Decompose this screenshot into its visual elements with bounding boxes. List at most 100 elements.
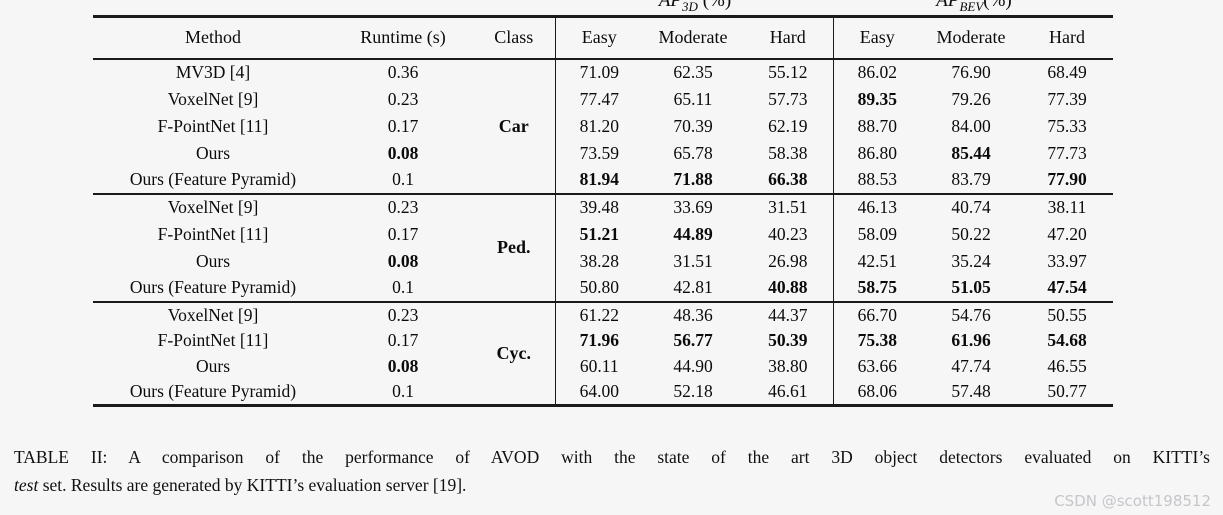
apbev-hard-cell: 47.54	[1047, 277, 1087, 297]
apbev-easy-cell: 66.70	[832, 301, 921, 328]
ap3d-moderate-cell: 44.89	[673, 223, 713, 244]
ap3d-hard-cell: 58.38	[768, 142, 808, 163]
ap3d-moderate-cell: 65.78	[673, 142, 713, 163]
apbev-easy-cell: 58.09	[832, 220, 921, 248]
apbev-unit: (%)	[983, 0, 1012, 11]
table-row: Ours (Feature Pyramid) 0.1 64.00 52.18 4…	[93, 379, 1113, 406]
apbev-hard-cell: 75.33	[1047, 115, 1087, 136]
ap3d-moderate-cell: 42.81	[673, 277, 713, 297]
apbev-moderate-cell: 54.76	[951, 304, 991, 325]
apbev-moderate-cell: 85.44	[951, 142, 991, 163]
ap3d-moderate-cell: 52.18	[673, 381, 713, 402]
col-header-ap3d-hard: Hard	[769, 27, 806, 48]
apbev-moderate-cell: 50.22	[951, 223, 991, 244]
runtime-cell: 0.36	[387, 62, 419, 82]
apbev-moderate-cell: 40.74	[951, 197, 991, 217]
apbev-easy-cell: 68.06	[832, 379, 921, 406]
method-cell: Ours (Feature Pyramid)	[129, 381, 297, 402]
col-header-apbev-moderate: Moderate	[936, 27, 1006, 48]
table-row: Ours 0.08 38.28 31.51 26.98 42.51 35.24 …	[93, 247, 1113, 275]
ap3d-easy-cell: 71.96	[554, 327, 643, 354]
table-row: F-PointNet [11] 0.17 51.21 44.89 40.23 5…	[93, 220, 1113, 248]
ap3d-moderate-cell: 33.69	[673, 197, 713, 217]
ap3d-hard-cell: 66.38	[768, 169, 808, 189]
apbev-easy-cell: 88.70	[832, 112, 921, 140]
table-row: Ours 0.08 60.11 44.90 38.80 63.66 47.74 …	[93, 353, 1113, 380]
apbev-easy-cell: 75.38	[832, 327, 921, 354]
csdn-watermark: CSDN @scott198512	[1054, 492, 1211, 510]
apbev-easy-cell: 63.66	[832, 353, 921, 380]
class-label-cell: Car	[498, 115, 529, 136]
apbev-easy-cell: 88.53	[832, 166, 921, 194]
caption-italic-word: test	[14, 475, 39, 495]
ap3d-hard-cell: 44.37	[768, 304, 808, 325]
apbev-group-header: APBEV(%)	[835, 0, 1113, 14]
apbev-easy-cell: 42.51	[832, 247, 921, 275]
table-caption: TABLE II: A comparison of the performanc…	[14, 443, 1210, 499]
caption-line-2: test set. Results are generated by KITTI…	[14, 471, 1210, 499]
method-cell: Ours	[195, 142, 231, 163]
method-cell: MV3D [4]	[175, 62, 251, 82]
class-label-cell: Cyc.	[496, 342, 532, 363]
section-car: MV3D [4] 0.36 Car 71.09 62.35 55.12 86.0…	[93, 58, 1113, 194]
runtime-cell: 0.23	[387, 88, 419, 109]
table-row: F-PointNet [11] 0.17 81.20 70.39 62.19 8…	[93, 112, 1113, 140]
ap3d-easy-cell: 51.21	[554, 220, 643, 248]
ap3d-moderate-cell: 31.51	[673, 250, 713, 271]
runtime-cell: 0.08	[387, 356, 419, 376]
ap3d-easy-cell: 71.09	[554, 58, 643, 86]
runtime-cell: 0.1	[392, 381, 414, 402]
ap3d-hard-cell: 40.88	[768, 277, 808, 297]
ap3d-moderate-cell: 44.90	[673, 356, 713, 376]
method-cell: VoxelNet [9]	[167, 197, 259, 217]
col-header-ap3d-moderate: Moderate	[658, 27, 728, 48]
ap3d-easy-cell: 50.80	[554, 274, 643, 302]
ap3d-easy-cell: 81.94	[554, 166, 643, 194]
runtime-cell: 0.08	[387, 142, 419, 163]
method-cell: Ours (Feature Pyramid)	[129, 277, 297, 297]
apbev-moderate-cell: 79.26	[951, 88, 991, 109]
apbev-easy-cell: 46.13	[832, 193, 921, 221]
apbev-hard-cell: 46.55	[1047, 356, 1087, 376]
method-cell: Ours (Feature Pyramid)	[129, 169, 297, 189]
ap3d-easy-cell: 39.48	[554, 193, 643, 221]
section-pedestrian: VoxelNet [9] 0.23 Ped. 39.48 33.69 31.51…	[93, 193, 1113, 302]
apbev-easy-cell: 86.80	[832, 139, 921, 167]
ap3d-hard-cell: 38.80	[768, 356, 808, 376]
col-header-method: Method	[185, 27, 241, 48]
apbev-hard-cell: 50.77	[1047, 381, 1087, 402]
apbev-moderate-cell: 84.00	[951, 115, 991, 136]
table-row: VoxelNet [9] 0.23 77.47 65.11 57.73 89.3…	[93, 85, 1113, 113]
ap3d-hard-cell: 50.39	[768, 330, 808, 350]
ap3d-label: AP	[658, 0, 683, 11]
apbev-easy-cell: 86.02	[832, 58, 921, 86]
runtime-cell: 0.1	[392, 277, 414, 297]
ap3d-hard-cell: 40.23	[768, 223, 808, 244]
ap3d-moderate-cell: 62.35	[673, 62, 713, 82]
table-header: Method Runtime (s) Class Easy Moderate H…	[93, 16, 1113, 59]
method-cell: VoxelNet [9]	[167, 304, 259, 325]
header-row: Method Runtime (s) Class Easy Moderate H…	[93, 16, 1113, 59]
results-table: Method Runtime (s) Class Easy Moderate H…	[93, 15, 1113, 407]
runtime-cell: 0.17	[387, 223, 419, 244]
apbev-moderate-cell: 76.90	[951, 62, 991, 82]
class-label-cell: Ped.	[497, 237, 531, 257]
apbev-hard-cell: 54.68	[1047, 330, 1087, 350]
table-row: Ours (Feature Pyramid) 0.1 50.80 42.81 4…	[93, 274, 1113, 302]
method-cell: F-PointNet [11]	[157, 223, 269, 244]
col-header-apbev-hard: Hard	[1049, 27, 1085, 48]
apbev-moderate-cell: 47.74	[951, 356, 991, 376]
caption-line-1: TABLE II: A comparison of the performanc…	[14, 447, 1210, 467]
ap3d-easy-cell: 61.22	[554, 301, 643, 328]
apbev-hard-cell: 47.20	[1047, 223, 1087, 244]
ap3d-hard-cell: 26.98	[768, 250, 808, 271]
runtime-cell: 0.23	[387, 304, 419, 325]
runtime-cell: 0.1	[392, 169, 414, 189]
method-cell: F-PointNet [11]	[157, 330, 269, 350]
runtime-cell: 0.23	[387, 197, 419, 217]
col-header-apbev-easy: Easy	[832, 16, 921, 59]
apbev-subscript: BEV	[959, 0, 984, 14]
method-cell: VoxelNet [9]	[167, 88, 259, 109]
ap3d-hard-cell: 31.51	[768, 197, 808, 217]
